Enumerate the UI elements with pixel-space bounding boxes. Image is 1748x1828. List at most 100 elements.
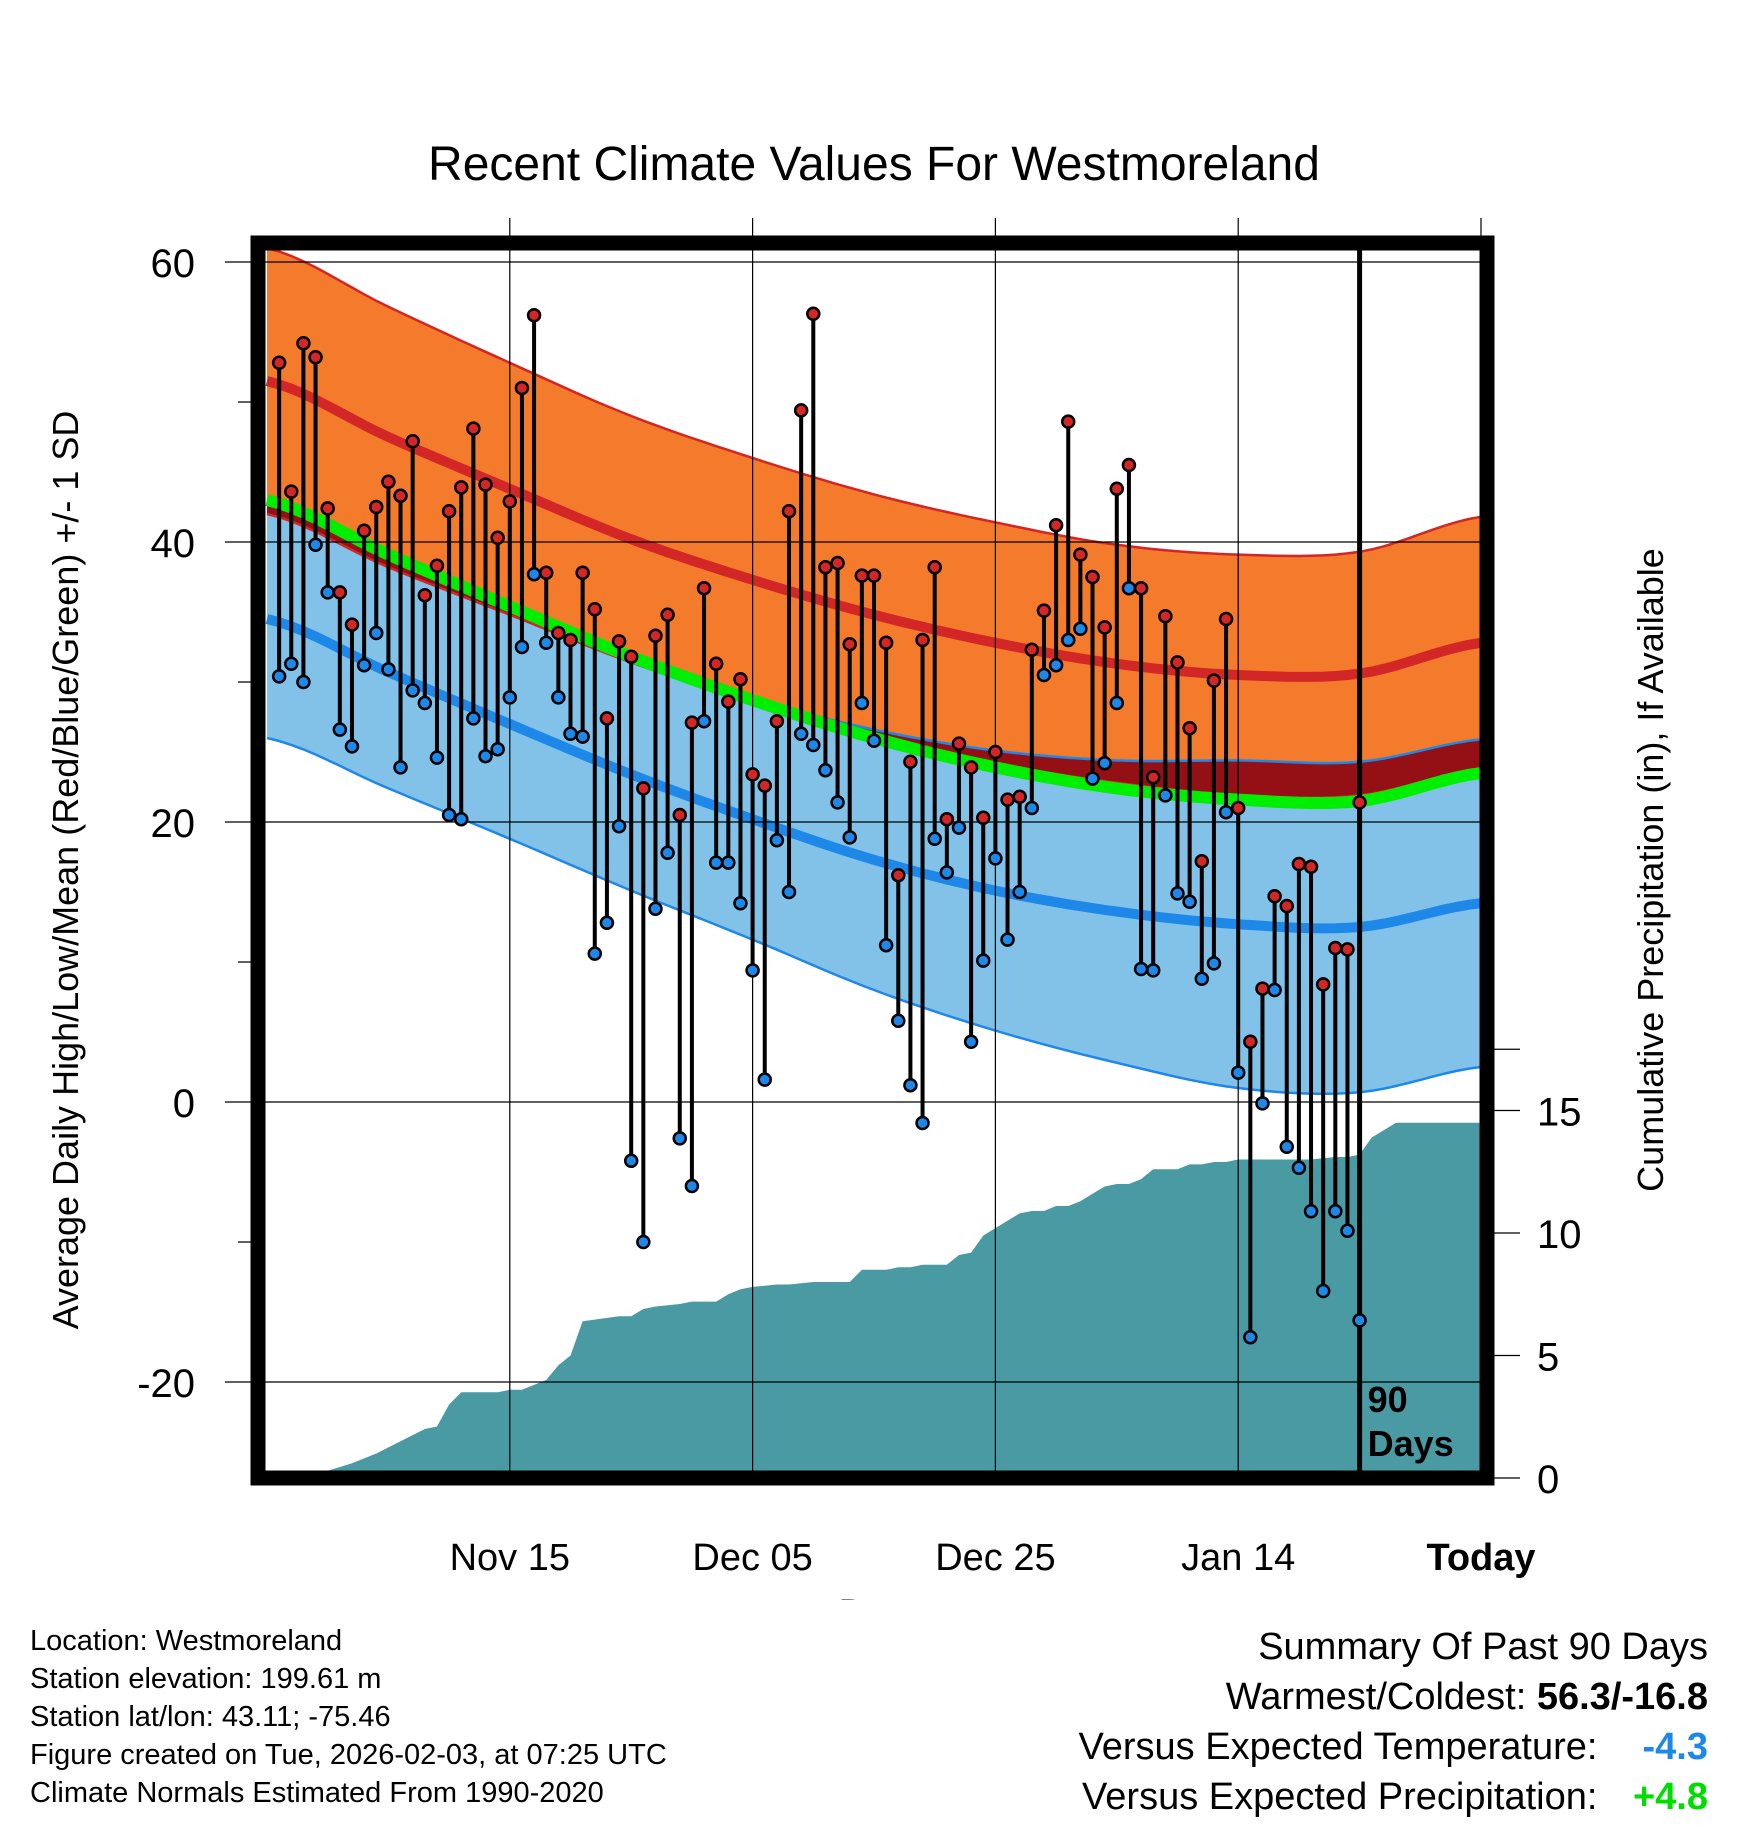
daily-low-point [502,690,518,705]
daily-low-point [538,635,554,651]
daily-high-point [696,580,712,596]
daily-high-point [1279,898,1295,914]
y2-tick-label: 0 [1537,1458,1559,1502]
daily-low-point [1328,1203,1343,1219]
daily-high-point [951,736,967,751]
latlon-text: Station lat/lon: 43.11; -75.46 [30,1701,391,1733]
climate-chart: Recent Climate Values For Westmoreland 9… [45,138,1671,1600]
daily-low-point [1012,884,1027,900]
daily-high-point [708,656,724,672]
station-info: Location: Westmoreland Station elevation… [30,1622,667,1812]
daily-high-point [526,307,542,323]
daily-low-point [903,1077,918,1093]
daily-high-point [1145,769,1161,785]
cumulative-precip-area [267,1122,1481,1478]
daily-low-point [526,566,542,582]
daily-high-point [842,636,857,652]
precip-anomaly-row: Versus Expected Precipitation: +4.8 [1079,1772,1708,1822]
daily-low-point [672,1131,688,1146]
summary-title: Summary Of Past 90 Days [1258,1626,1708,1668]
daily-low-point [369,625,384,641]
daily-low-point [1206,956,1222,971]
daily-high-point [636,781,651,796]
daily-low-point [1303,1203,1319,1219]
daily-low-point [1060,632,1076,648]
daily-low-point [453,811,469,827]
daily-low-point [466,711,481,726]
daily-high-point [684,715,700,730]
daily-high-point [344,617,360,632]
daily-high-point [381,474,396,490]
daily-low-point [769,832,785,848]
daily-high-point [927,559,942,575]
daily-low-point [1121,580,1137,596]
x-tick-label: Jan 14 [1181,1537,1295,1579]
daily-low-point [1158,788,1173,803]
daily-low-point [830,795,845,810]
daily-high-point [1243,1034,1258,1050]
daily-low-point [866,733,882,749]
daily-high-point [417,587,433,603]
location-text: Location: Westmoreland [30,1625,343,1657]
temp-anomaly-row: Versus Expected Temperature: -4.3 [1079,1722,1708,1772]
daily-high-point [369,499,384,515]
daily-high-point [502,494,518,509]
y-tick-label: 60 [151,242,196,286]
daily-low-point [284,656,299,672]
daily-low-point [757,1072,772,1087]
daily-high-point [1255,981,1270,996]
daily-high-point [891,867,906,883]
chart-title: Recent Climate Values For Westmoreland [428,138,1320,191]
daily-low-point [988,851,1003,866]
daily-high-point [769,713,785,729]
daily-low-point [1255,1096,1270,1111]
daily-low-point [478,748,493,764]
daily-high-point [466,421,481,436]
daily-high-point [818,559,833,575]
y-tick-label: 0 [173,1082,195,1126]
warmest-coldest-row: Warmest/Coldest: 56.3/-16.8 [1079,1672,1708,1722]
daily-high-point [1048,517,1064,533]
daily-low-point [818,762,833,778]
elevation-text: Station elevation: 199.61 m [30,1663,382,1695]
daily-low-point [332,722,348,737]
daily-high-point [721,694,736,709]
daily-high-point [1352,795,1367,810]
daily-high-point [1097,620,1112,635]
daily-high-point [405,433,420,449]
daily-low-point [854,695,870,711]
daily-low-point [1267,982,1282,998]
daily-low-point [271,669,287,684]
daily-high-point [393,488,408,504]
daily-high-point [599,711,615,726]
y-axis-label: Average Daily High/Low/Mean (Red/Blue/Gr… [45,411,86,1330]
normal-low-line [265,614,1482,934]
daily-low-point [1109,695,1125,711]
daily-low-point [1097,755,1112,771]
plot-frame [250,235,1495,1486]
daily-high-point [1267,888,1282,904]
daily-low-point [1024,800,1040,816]
daily-high-point [1194,853,1210,869]
daily-high-point [1024,642,1040,658]
daily-high-point [854,568,870,583]
today-window-label: Days [1368,1423,1454,1464]
daily-low-point [1036,667,1052,683]
daily-low-point [393,760,408,775]
daily-high-point [806,306,821,322]
x-tick-label: Nov 15 [450,1537,570,1579]
daily-high-point [939,811,955,827]
daily-high-point [514,380,530,396]
daily-high-point [429,558,445,574]
daily-high-point [963,760,979,775]
daily-high-point [308,349,323,365]
warmest-coldest-value: 56.3/-16.8 [1536,1676,1708,1718]
daily-low-point [1218,804,1234,820]
daily-high-point [1012,789,1027,805]
daily-low-point [648,901,663,917]
daily-low-point [963,1034,979,1050]
daily-low-point [514,639,530,655]
daily-low-point [915,1115,930,1131]
daily-high-point [623,649,639,665]
daily-low-point [344,739,360,754]
